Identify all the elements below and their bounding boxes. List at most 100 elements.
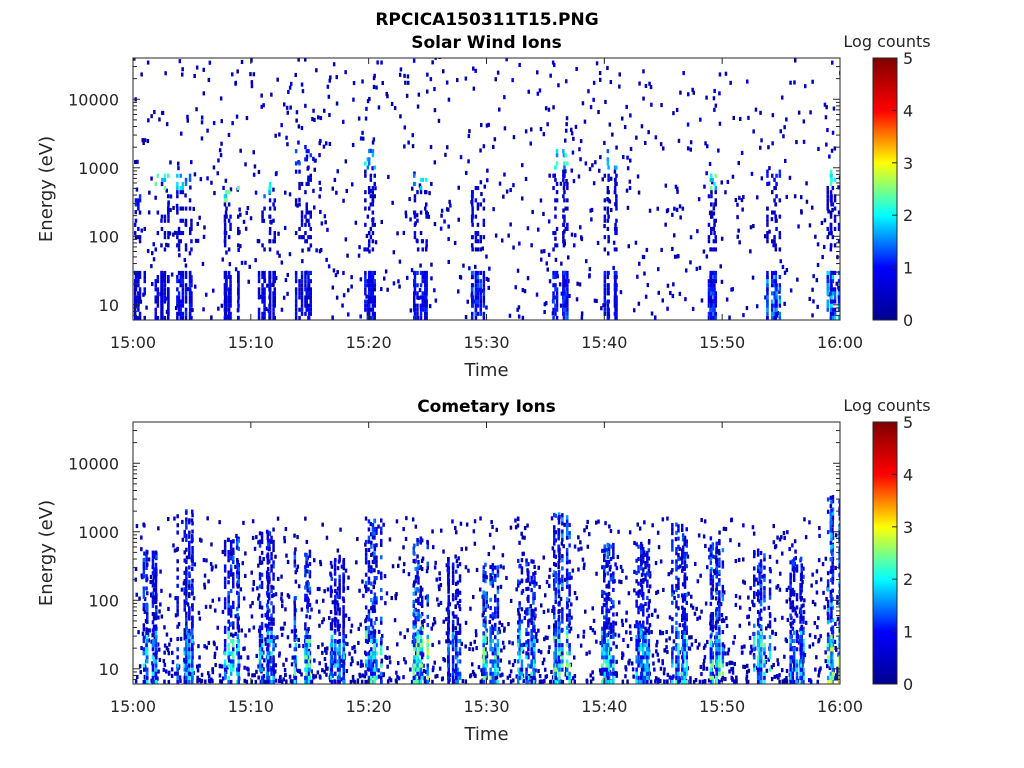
heatmap-cell [274, 643, 277, 648]
burst-cell [272, 539, 275, 544]
heatmap-cell [284, 607, 287, 612]
burst-cell [710, 173, 713, 178]
heatmap-cell [622, 155, 625, 160]
burst-cell [260, 651, 264, 656]
burst-cell [268, 226, 272, 231]
heatmap-cell [689, 235, 693, 240]
heatmap-cell [209, 604, 212, 609]
heatmap-cell [604, 521, 607, 526]
heatmap-cell [687, 591, 690, 596]
burst-cell [338, 659, 341, 664]
burst-cell [227, 550, 230, 555]
burst-cell [714, 173, 717, 178]
heatmap-cell [346, 253, 349, 258]
burst-cell [563, 161, 566, 166]
burst-cell [830, 287, 833, 292]
burst-cell [474, 279, 478, 284]
heatmap-cell [143, 667, 146, 672]
burst-cell [564, 283, 567, 288]
burst-cell [160, 226, 164, 231]
heatmap-cell [545, 580, 549, 585]
burst-cell [367, 287, 371, 292]
burst-cell [371, 153, 375, 158]
heatmap-cell [545, 674, 549, 679]
heatmap-cell [251, 601, 254, 606]
burst-cell [293, 555, 297, 560]
heatmap-cell [351, 646, 354, 651]
burst-cell [146, 630, 149, 635]
burst-cell [261, 243, 264, 248]
burst-cell [130, 316, 133, 320]
burst-cell [424, 190, 427, 195]
burst-cell [155, 605, 158, 610]
heatmap-cell [712, 624, 715, 629]
burst-cell [606, 287, 610, 292]
heatmap-cell [430, 626, 433, 631]
heatmap-cell [359, 277, 363, 282]
heatmap-cell [286, 559, 290, 564]
heatmap-cell [283, 667, 287, 672]
heatmap-cell [388, 676, 391, 681]
heatmap-cell [442, 619, 445, 624]
burst-cell [712, 287, 716, 292]
heatmap-cell [440, 528, 443, 533]
burst-cell [369, 291, 373, 296]
burst-cell [304, 157, 307, 162]
burst-cell [606, 270, 610, 275]
heatmap-cell [812, 299, 815, 304]
heatmap-cell [797, 110, 801, 115]
heatmap-cell [815, 590, 819, 595]
burst-cell [225, 287, 228, 292]
burst-cell [191, 624, 194, 629]
heatmap-cell [511, 78, 514, 83]
heatmap-cell [705, 666, 709, 671]
heatmap-cell [673, 233, 676, 238]
burst-cell [223, 235, 227, 240]
heatmap-cell [479, 180, 483, 185]
heatmap-cell [575, 297, 579, 302]
burst-cell [161, 177, 164, 182]
heatmap-cell [638, 81, 641, 86]
burst-cell [134, 202, 138, 207]
heatmap-cell [656, 639, 659, 644]
heatmap-cell [545, 301, 548, 306]
burst-cell [775, 299, 778, 304]
heatmap-cell [686, 554, 690, 559]
burst-cell [298, 283, 301, 288]
heatmap-cell [248, 264, 251, 269]
burst-cell [137, 202, 140, 207]
burst-cell [188, 606, 191, 611]
heatmap-cell [342, 119, 345, 124]
burst-cell [305, 614, 308, 619]
heatmap-cell [312, 675, 315, 680]
burst-cell [830, 177, 833, 182]
burst-cell [188, 555, 191, 560]
heatmap-cell [614, 632, 617, 637]
heatmap-cell [530, 243, 533, 248]
burst-cell [223, 214, 227, 219]
burst-cell [603, 291, 607, 296]
heatmap-cell [773, 646, 777, 651]
heatmap-cell [499, 673, 502, 678]
burst-cell [227, 595, 230, 600]
heatmap-cell [464, 76, 468, 81]
burst-cell [830, 283, 833, 288]
heatmap-cell [404, 214, 408, 219]
burst-cell [154, 663, 158, 668]
heatmap-cell [173, 516, 176, 521]
heatmap-cell [663, 667, 666, 672]
burst-cell [227, 599, 230, 604]
heatmap-cell [441, 676, 444, 681]
heatmap-cell [260, 550, 264, 555]
burst-cell [830, 291, 833, 296]
burst-cell [564, 303, 567, 308]
heatmap-cell [318, 194, 321, 199]
burst-cell [471, 198, 474, 203]
burst-cell [305, 634, 308, 639]
burst-cell [300, 287, 304, 292]
heatmap-cell [746, 663, 749, 668]
burst-cell [266, 542, 270, 547]
burst-cell [260, 613, 264, 618]
heatmap-cell [501, 640, 505, 645]
heatmap-cell [318, 249, 322, 254]
